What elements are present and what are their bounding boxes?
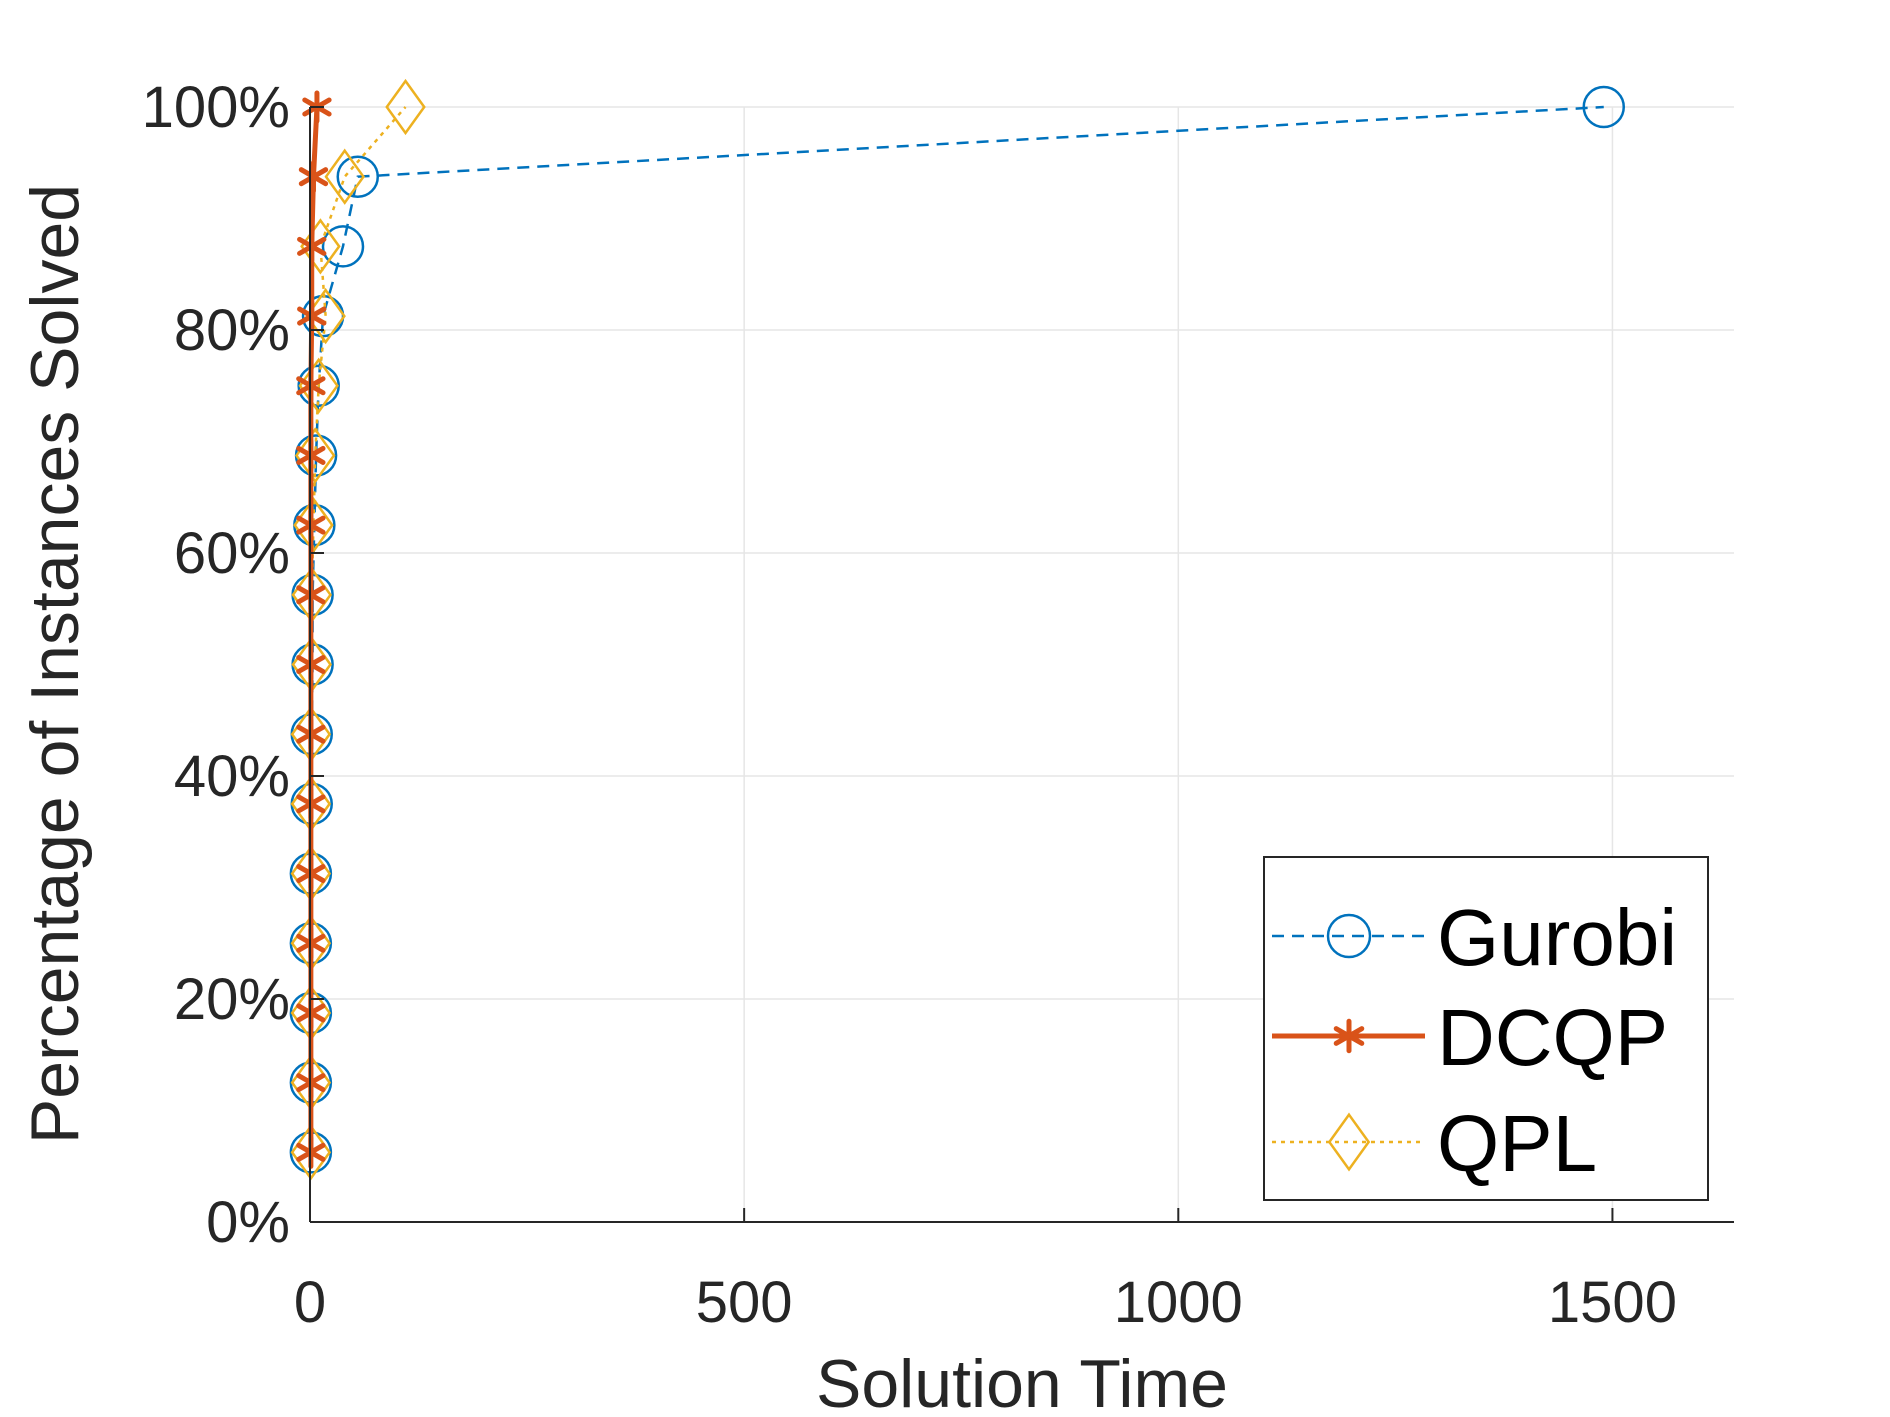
legend-marker-qpl: [1327, 1112, 1371, 1172]
asterisk-stroke: [1333, 1026, 1365, 1046]
y-tick-label: 80%: [174, 298, 290, 363]
data-point-gurobi: [1582, 85, 1626, 129]
asterisk-stroke: [298, 167, 329, 187]
y-tick-label: 100%: [142, 75, 290, 140]
data-point-gurobi: [336, 155, 380, 198]
data-point-qpl: [294, 427, 336, 484]
data-point-gurobi: [321, 225, 365, 268]
legend-marker-dcqp: [1333, 1018, 1365, 1054]
data-point-qpl: [300, 218, 341, 275]
legend: Gurobi DCQP QPL: [1263, 856, 1709, 1201]
x-tick-label: 1500: [1548, 1270, 1677, 1335]
x-tick-label: 1000: [1114, 1270, 1243, 1335]
y-axis-title: Percentage of Instances Solved: [17, 184, 93, 1144]
y-tick-label: 60%: [174, 521, 290, 586]
legend-marker-gurobi: [1326, 913, 1372, 959]
tick-labels: 0 500 1000 1500 0% 20% 40% 60% 80% 100%: [142, 75, 1677, 1335]
y-tick-label: 0%: [206, 1190, 290, 1255]
x-axis-title: Solution Time: [816, 1346, 1228, 1417]
data-point-qpl: [298, 357, 339, 414]
axes: [309, 106, 1734, 1223]
y-tick-label: 40%: [174, 744, 290, 809]
asterisk-stroke: [297, 306, 327, 326]
data-point-dcqp: [297, 229, 327, 263]
data-point-qpl: [324, 148, 365, 205]
data-point-dcqp: [298, 160, 329, 194]
y-tick-label: 20%: [174, 967, 290, 1032]
data-point-qpl: [385, 78, 426, 136]
asterisk-stroke: [297, 236, 327, 256]
x-tick-label: 0: [294, 1270, 326, 1335]
legend-label-dcqp: DCQP: [1437, 993, 1668, 1082]
data-point-qpl: [293, 496, 334, 554]
legend-label-gurobi: Gurobi: [1437, 893, 1677, 982]
legend-label-qpl: QPL: [1437, 1099, 1597, 1188]
grid-lines: [310, 106, 1734, 1222]
x-tick-label: 500: [696, 1270, 793, 1335]
data-point-dcqp: [297, 299, 327, 333]
